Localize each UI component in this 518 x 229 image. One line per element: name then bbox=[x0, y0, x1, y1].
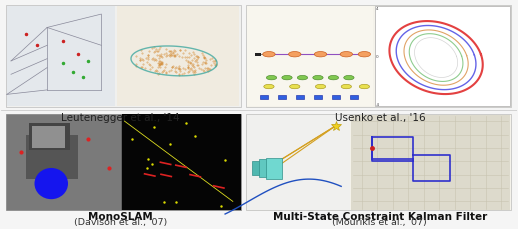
Bar bbox=[258, 159, 277, 177]
Circle shape bbox=[359, 84, 369, 89]
Circle shape bbox=[264, 84, 274, 89]
Bar bbox=[6, 114, 240, 210]
Circle shape bbox=[328, 75, 339, 80]
Bar bbox=[266, 158, 282, 179]
Circle shape bbox=[263, 52, 275, 57]
Bar bbox=[247, 115, 350, 210]
Bar bbox=[7, 115, 121, 210]
Circle shape bbox=[344, 75, 354, 80]
Bar bbox=[246, 114, 511, 210]
Circle shape bbox=[314, 52, 327, 57]
Bar bbox=[252, 161, 273, 175]
Circle shape bbox=[266, 75, 277, 80]
Text: -4: -4 bbox=[376, 103, 380, 107]
Text: (Davison et al., '07): (Davison et al., '07) bbox=[74, 218, 167, 227]
Circle shape bbox=[340, 52, 353, 57]
Bar bbox=[350, 95, 358, 99]
Bar bbox=[296, 95, 304, 99]
Text: Leutenegger et al., '14: Leutenegger et al., '14 bbox=[61, 113, 180, 123]
Circle shape bbox=[289, 52, 301, 57]
Bar bbox=[278, 95, 286, 99]
Bar bbox=[29, 123, 70, 150]
Text: 4: 4 bbox=[376, 7, 378, 11]
Bar bbox=[6, 5, 240, 107]
Text: Multi-State Constraint Kalman Filter: Multi-State Constraint Kalman Filter bbox=[273, 212, 487, 222]
Bar bbox=[32, 125, 65, 148]
Bar bbox=[314, 95, 322, 99]
Bar bbox=[7, 6, 115, 106]
Text: 0: 0 bbox=[376, 55, 378, 59]
Bar bbox=[26, 134, 78, 179]
Bar bbox=[246, 5, 511, 107]
Circle shape bbox=[313, 75, 323, 80]
Bar bbox=[375, 6, 510, 106]
Circle shape bbox=[290, 84, 300, 89]
Circle shape bbox=[282, 75, 292, 80]
Bar bbox=[332, 95, 340, 99]
Circle shape bbox=[297, 75, 308, 80]
Ellipse shape bbox=[35, 168, 68, 199]
Text: Usenko et al., '16: Usenko et al., '16 bbox=[335, 113, 425, 123]
Bar bbox=[117, 6, 239, 106]
Circle shape bbox=[341, 84, 352, 89]
Text: MonoSLAM: MonoSLAM bbox=[88, 212, 153, 222]
Text: (Mourikis et al., '07): (Mourikis et al., '07) bbox=[333, 218, 427, 227]
Circle shape bbox=[315, 84, 326, 89]
Bar bbox=[260, 95, 268, 99]
Circle shape bbox=[358, 52, 370, 57]
Bar bbox=[254, 53, 261, 56]
Bar bbox=[352, 115, 510, 210]
Bar bbox=[122, 114, 240, 210]
Bar bbox=[247, 6, 373, 106]
